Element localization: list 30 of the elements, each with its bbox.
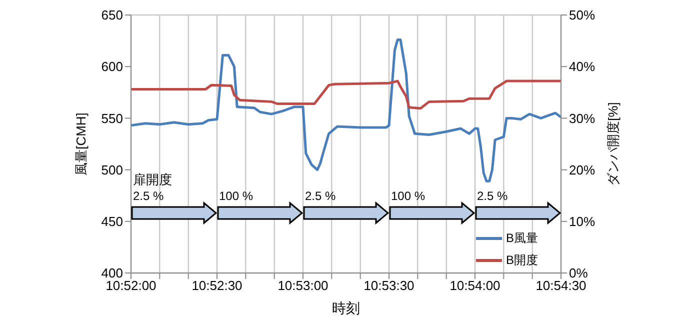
legend-label: B開度 [506,252,538,269]
annotation: 扉開度 [133,172,172,187]
annotation: 100 % [219,189,254,203]
y2-tick-label: 10% [569,214,596,230]
y2-tick-label: 50% [569,8,596,23]
x-tick-label: 10:54:30 [536,278,586,294]
y-tick-label: 650 [101,8,123,23]
x-tick-label: 10:53:00 [278,278,328,294]
legend-label: B風量 [506,230,538,247]
x-tick-label: 10:54:00 [450,278,500,294]
y2-tick-label: 20% [569,162,596,178]
x-tick-label: 10:52:30 [192,278,242,294]
x-tick-label: 10:52:00 [106,278,156,294]
y-tick-label: 550 [101,110,123,126]
y2-axis-title: ダンパ開度[%] [606,102,621,186]
annotation: 2.5 % [133,189,164,203]
y-tick-label: 400 [101,266,123,281]
y2-tick-label: 30% [569,110,596,126]
y-tick-label: 450 [101,214,123,230]
y-tick-label: 600 [101,59,123,74]
y-tick-label: 500 [101,162,123,178]
annotation: 2.5 % [477,189,508,203]
annotation: 100 % [391,189,426,203]
y2-tick-label: 0% [569,266,588,281]
x-tick-label: 10:53:30 [364,278,414,294]
y2-tick-label: 40% [569,59,596,74]
y-axis-title: 風量[CMH] [74,112,89,176]
annotation: 2.5 % [305,189,336,203]
x-axis-title: 時刻 [332,300,360,316]
line-series [131,80,561,110]
